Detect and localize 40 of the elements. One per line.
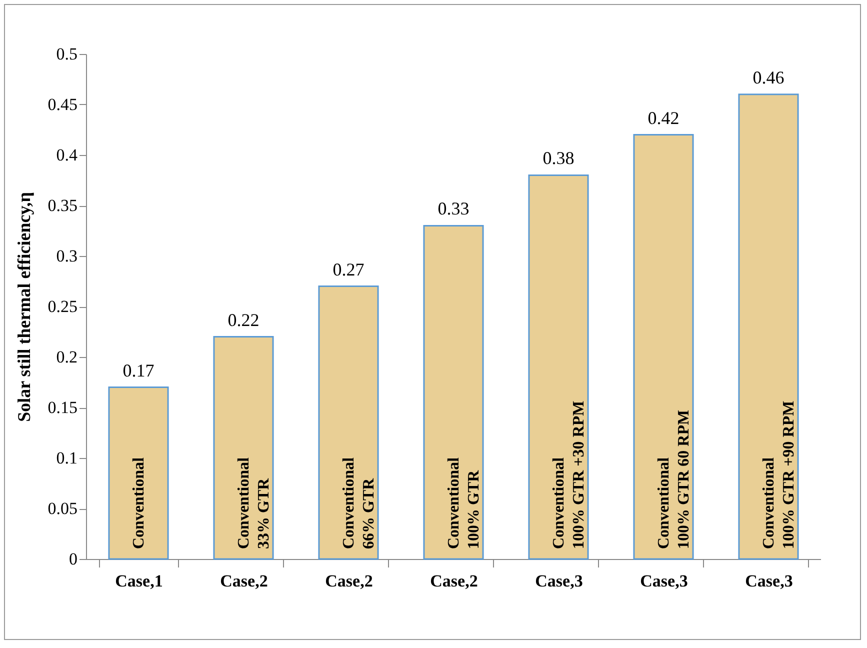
annotation: Conventional 33% GTR — [236, 456, 272, 549]
data-label: 0.22 — [228, 310, 260, 330]
bar — [423, 224, 484, 560]
x-tick-label: Case,1 — [115, 572, 163, 590]
y-tick-label: 0.5 — [56, 44, 78, 64]
data-label: 0.17 — [122, 360, 154, 380]
bar — [318, 286, 379, 560]
annotation: Conventional 100% GTR +90 RPM — [760, 400, 798, 549]
y-tick-label: 0 — [69, 550, 78, 568]
y-tick-label: 0.35 — [48, 196, 78, 215]
bar — [213, 336, 274, 560]
annotation: Conventional 100% GTR — [446, 456, 482, 549]
data-label: 0.33 — [438, 198, 470, 219]
y-tick-label: 0.1 — [56, 448, 78, 468]
data-label: 0.38 — [542, 148, 574, 168]
y-axis-title: Solar still thermal efficiency,η — [14, 192, 34, 422]
x-tick-label: Case,2 — [220, 572, 268, 590]
bar — [528, 174, 589, 560]
y-tick-label: 0.05 — [48, 499, 78, 518]
annotation: Conventional 100% GTR 60 RPM — [656, 410, 692, 549]
x-tick-label: Case,2 — [325, 572, 373, 590]
bar — [108, 386, 169, 560]
x-tick-label: Case,3 — [535, 572, 583, 590]
y-tick-label: 0.3 — [56, 246, 78, 266]
data-label: 0.42 — [648, 108, 680, 128]
bar — [738, 94, 799, 560]
y-tick-label: 0.2 — [56, 348, 78, 366]
data-label: 0.46 — [752, 67, 784, 88]
y-tick-label: 0.25 — [48, 297, 78, 316]
y-tick-label: 0.4 — [56, 146, 78, 164]
annotation: Conventional 100% GTR +30 RPM — [550, 400, 588, 549]
x-tick-label: Case,3 — [640, 572, 688, 590]
y-tick-label: 0.45 — [48, 95, 78, 114]
annotation: Conventional 66% GTR — [340, 456, 378, 549]
x-tick-label: Case,3 — [745, 572, 793, 590]
x-tick-label: Case,2 — [430, 572, 478, 590]
bar — [633, 134, 694, 560]
annotation: Conventional — [130, 456, 148, 549]
data-label: 0.27 — [332, 259, 364, 280]
y-tick-label: 0.15 — [48, 398, 78, 417]
